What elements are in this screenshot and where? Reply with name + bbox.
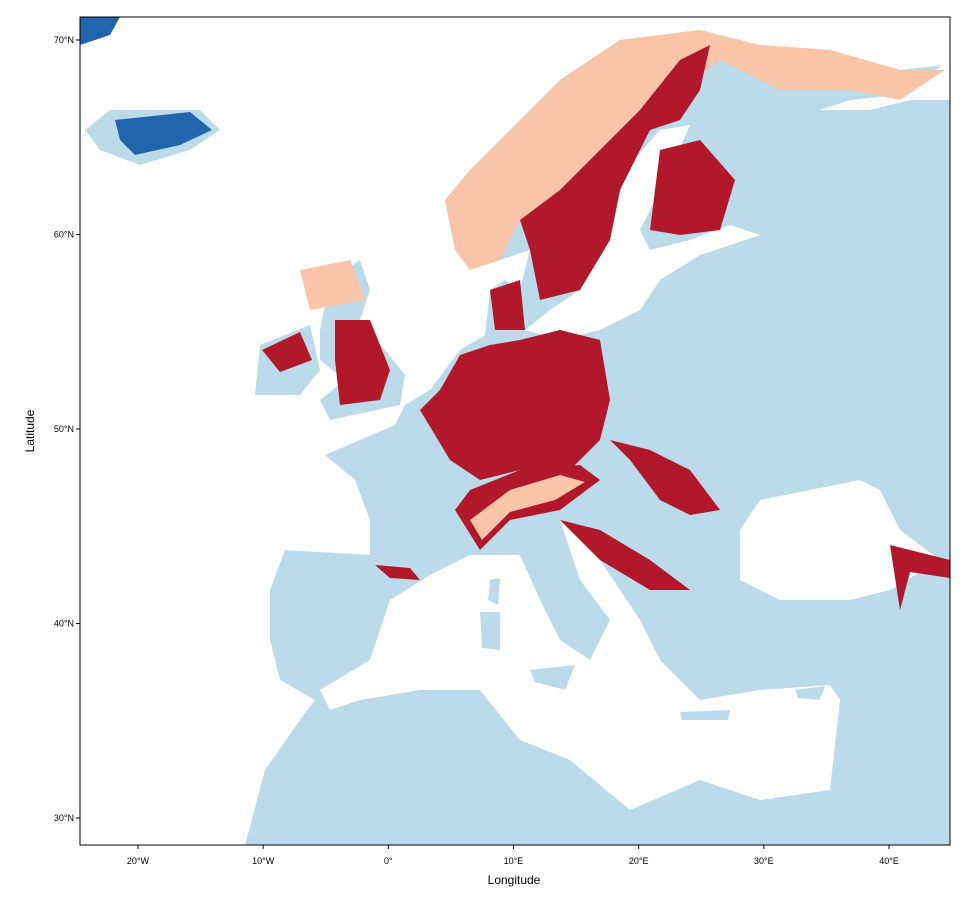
y-axis-title: Latitude: [23, 409, 37, 452]
finland: [650, 140, 735, 235]
sweden: [520, 45, 710, 300]
y-tick-label: 70°N: [54, 35, 74, 45]
x-tick-label: 10°W: [252, 856, 275, 866]
corsica: [488, 578, 500, 605]
x-tick-label: 20°E: [629, 856, 649, 866]
caucasus: [890, 545, 950, 610]
x-tick-label: 0°: [384, 856, 393, 866]
pyrenees: [375, 565, 420, 580]
iceland-highland: [115, 112, 212, 155]
x-tick-label: 40°E: [879, 856, 899, 866]
england: [335, 320, 390, 405]
plot-frame: [79, 16, 951, 846]
carpathians: [610, 440, 720, 515]
black-sea: [740, 480, 940, 600]
x-tick-label: 30°E: [754, 856, 774, 866]
y-tick-label: 50°N: [54, 424, 74, 434]
map-regions: [80, 17, 950, 845]
svalbard: [80, 17, 120, 45]
sardinia: [480, 612, 500, 650]
x-axis-title: Longitude: [488, 873, 541, 887]
x-tick-label: 20°W: [127, 856, 150, 866]
baltic-sea: [525, 125, 760, 340]
cyprus: [795, 686, 825, 700]
white-sea: [820, 60, 950, 110]
y-tick-label: 40°N: [54, 618, 74, 628]
x-tick-label: 10°E: [504, 856, 524, 866]
jutland: [490, 280, 525, 330]
norway: [445, 30, 945, 270]
y-tick-label: 30°N: [54, 813, 74, 823]
balkans: [560, 520, 690, 590]
alps-high: [470, 475, 585, 540]
y-tick-label: 60°N: [54, 229, 74, 239]
central-europe: [420, 330, 610, 480]
crete: [680, 710, 730, 720]
sicily: [530, 665, 575, 690]
scotland: [300, 260, 365, 310]
ireland-upland: [262, 332, 312, 372]
mediterranean: [320, 520, 840, 810]
